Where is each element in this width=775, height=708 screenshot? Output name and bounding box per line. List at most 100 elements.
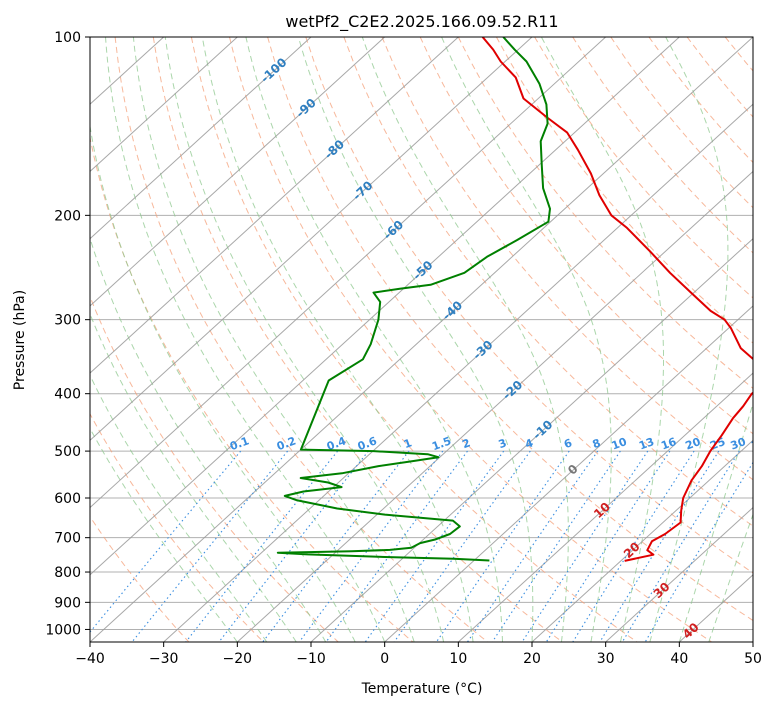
mixing-ratio-line [298, 450, 444, 642]
moist-adiabat-line [678, 401, 753, 642]
isotherm-line [163, 103, 753, 642]
temperature-profile-line [481, 37, 753, 562]
mixing-ratio-line [90, 450, 242, 633]
x-tick-label: −30 [149, 651, 179, 667]
moist-adiabat-line [649, 37, 729, 642]
isotherm-line [90, 37, 459, 374]
x-tick-label: 30 [597, 651, 615, 667]
mixing-ratio-line [131, 450, 289, 642]
mixing-ratio-line [435, 450, 570, 642]
mixing-ratio-label: 6 [562, 436, 574, 451]
mixing-ratio-line [262, 450, 410, 642]
moist-adiabat-line [164, 37, 445, 642]
isotherm-grid [90, 37, 753, 642]
mixing-ratio-labels: 0.1 0.2 0.4 0.6 1 1.5 2 3 4 6 8 10 13 16 20 25 30 36 [228, 434, 753, 453]
y-tick-label: 900 [54, 595, 81, 611]
dewpoint-profile-line [276, 37, 551, 562]
moist-adiabat-line [245, 37, 503, 642]
mixing-ratio-label: 2 [461, 436, 473, 451]
mixing-ratio-line [644, 461, 753, 642]
moist-adiabat-line [201, 37, 474, 642]
mixing-ratio-line [467, 450, 599, 642]
dry-adiabat-line [90, 412, 264, 642]
isobar-grid [90, 37, 753, 630]
x-axis-label: Temperature (°C) [361, 681, 483, 697]
mixing-ratio-line [545, 450, 671, 642]
mixing-ratio-line [521, 450, 649, 642]
isotherm-line [90, 37, 607, 509]
dry-adiabat-line [763, 37, 775, 642]
mixing-ratio-label: 13 [637, 435, 656, 452]
mixing-ratio-line [185, 450, 339, 642]
x-tick-label: −40 [75, 651, 105, 667]
isotherm-label: -100 [258, 55, 290, 86]
mixing-ratio-label: 16 [659, 435, 678, 453]
dry-adiabat-line [114, 37, 488, 642]
isotherm-line [384, 305, 753, 642]
moist-adiabat-line [297, 37, 534, 642]
y-tick-label: 600 [54, 491, 81, 507]
x-tick-label: 20 [523, 651, 541, 667]
isotherm-line [457, 372, 753, 642]
isotherm-line [90, 37, 238, 173]
mixing-ratio-line [621, 450, 740, 642]
moist-adiabat-line [90, 236, 327, 642]
isotherm-line [90, 37, 680, 576]
y-axis-label: Pressure (hPa) [12, 290, 28, 390]
isotherm-line [752, 641, 753, 642]
plot-frame [89, 36, 754, 643]
mixing-ratio-label: 0.1 [228, 434, 251, 453]
moist-adiabat-line [708, 513, 753, 642]
y-tick-label: 100 [54, 30, 81, 46]
x-tick-label: 40 [670, 651, 688, 667]
mixing-ratio-label: 0.6 [356, 434, 379, 453]
mixing-ratio-label: 1.5 [430, 434, 453, 453]
mixing-ratio-label: 3 [497, 436, 509, 451]
mixing-ratio-line [572, 450, 695, 642]
isotherm-line [90, 37, 386, 307]
dry-adiabat-line [686, 37, 753, 118]
mixing-ratio-line [491, 450, 621, 642]
dry-adiabat-line [419, 37, 753, 435]
isotherm-line [90, 37, 753, 642]
isotherm-line [310, 237, 753, 642]
chart-title: wetPf2_C2E2.2025.166.09.52.R11 [285, 12, 558, 32]
y-axis-ticks: 100 200 300 400 500 600 700 800 900 1000 [45, 30, 90, 638]
sounding-series [276, 37, 753, 562]
y-tick-label: 300 [54, 313, 81, 329]
isotherm-line [90, 37, 312, 240]
x-tick-label: 10 [449, 651, 467, 667]
y-tick-label: 500 [54, 444, 81, 460]
x-tick-label: −20 [223, 651, 253, 667]
isotherm-line [236, 170, 753, 642]
x-axis-ticks: −40 −30 −20 −10 0 10 20 30 40 50 [75, 642, 762, 667]
y-tick-label: 700 [54, 531, 81, 547]
x-tick-label: 50 [744, 651, 762, 667]
y-tick-label: 200 [54, 208, 81, 224]
mixing-ratio-line [325, 450, 468, 642]
mixing-ratio-label: 20 [684, 435, 703, 453]
dry-adiabat-line [457, 37, 753, 389]
mixing-ratio-label: 0.4 [325, 434, 348, 453]
dry-adiabat-line [90, 295, 339, 642]
moist-adiabat-line [90, 374, 268, 642]
mixing-ratio-label: 4 [523, 436, 535, 451]
mixing-ratio-label: 1 [402, 436, 414, 451]
mixing-ratio-lines [90, 450, 753, 642]
y-tick-label: 400 [54, 387, 81, 403]
isotherm-line [90, 37, 533, 442]
dry-adiabat-line [267, 37, 753, 622]
mixing-ratio-label: 0.2 [275, 434, 298, 453]
isotherm-line [605, 506, 753, 642]
x-tick-label: −10 [296, 651, 326, 667]
plot-area: -100-90-80-70-60-50-40-30-20-10010203040… [90, 37, 775, 642]
moist-adiabat-line [90, 123, 356, 642]
dry-adiabat-line [190, 37, 638, 642]
dry-adiabat-line [152, 37, 563, 642]
y-tick-label: 800 [54, 565, 81, 581]
mixing-ratio-line [599, 450, 720, 642]
moist-adiabats [90, 37, 753, 642]
mixing-ratio-label: 10 [610, 435, 629, 453]
moist-adiabat-line [90, 312, 297, 642]
